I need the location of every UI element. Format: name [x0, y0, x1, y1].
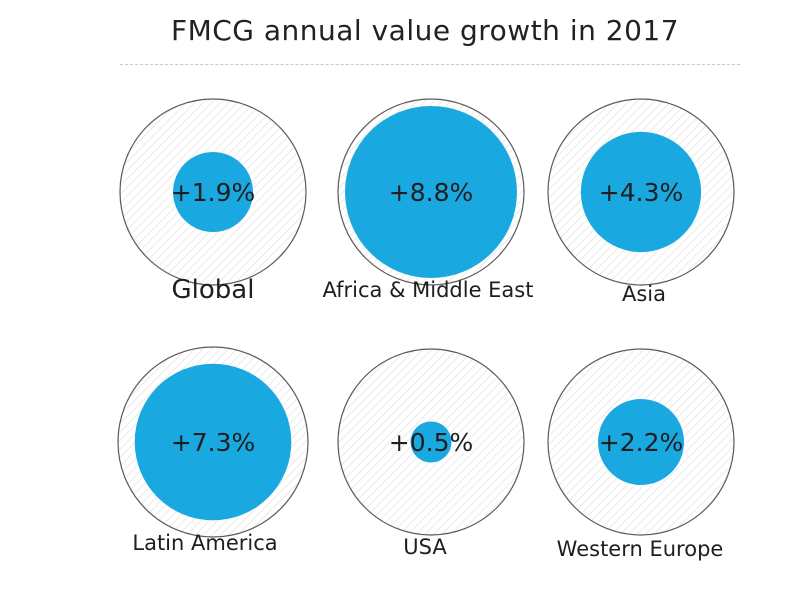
value-label-latin-america: +7.3% [171, 428, 255, 457]
chart-title: FMCG annual value growth in 2017 [170, 14, 680, 47]
region-label-western-europe: Western Europe [556, 536, 724, 561]
value-label-global: +1.9% [171, 178, 255, 207]
region-label-usa: USA [403, 534, 447, 559]
title-divider [120, 64, 740, 65]
bubble-global [173, 152, 253, 232]
bubble-asia [580, 131, 702, 253]
region-label-global: Global [171, 275, 255, 305]
region-label-asia: Asia [621, 281, 666, 306]
region-label-africa-middle-east: Africa & Middle East [322, 277, 534, 302]
bubble-usa [410, 421, 452, 463]
bubble-western-europe [598, 399, 684, 485]
value-label-africa-middle-east: +8.8% [389, 178, 473, 207]
region-label-latin-america: Latin America [132, 530, 278, 555]
value-label-usa: +0.5% [389, 428, 473, 457]
bubble-africa-middle-east [345, 106, 517, 278]
value-label-asia: +4.3% [599, 178, 683, 207]
value-label-western-europe: +2.2% [599, 428, 683, 457]
bubble-latin-america [134, 363, 292, 521]
